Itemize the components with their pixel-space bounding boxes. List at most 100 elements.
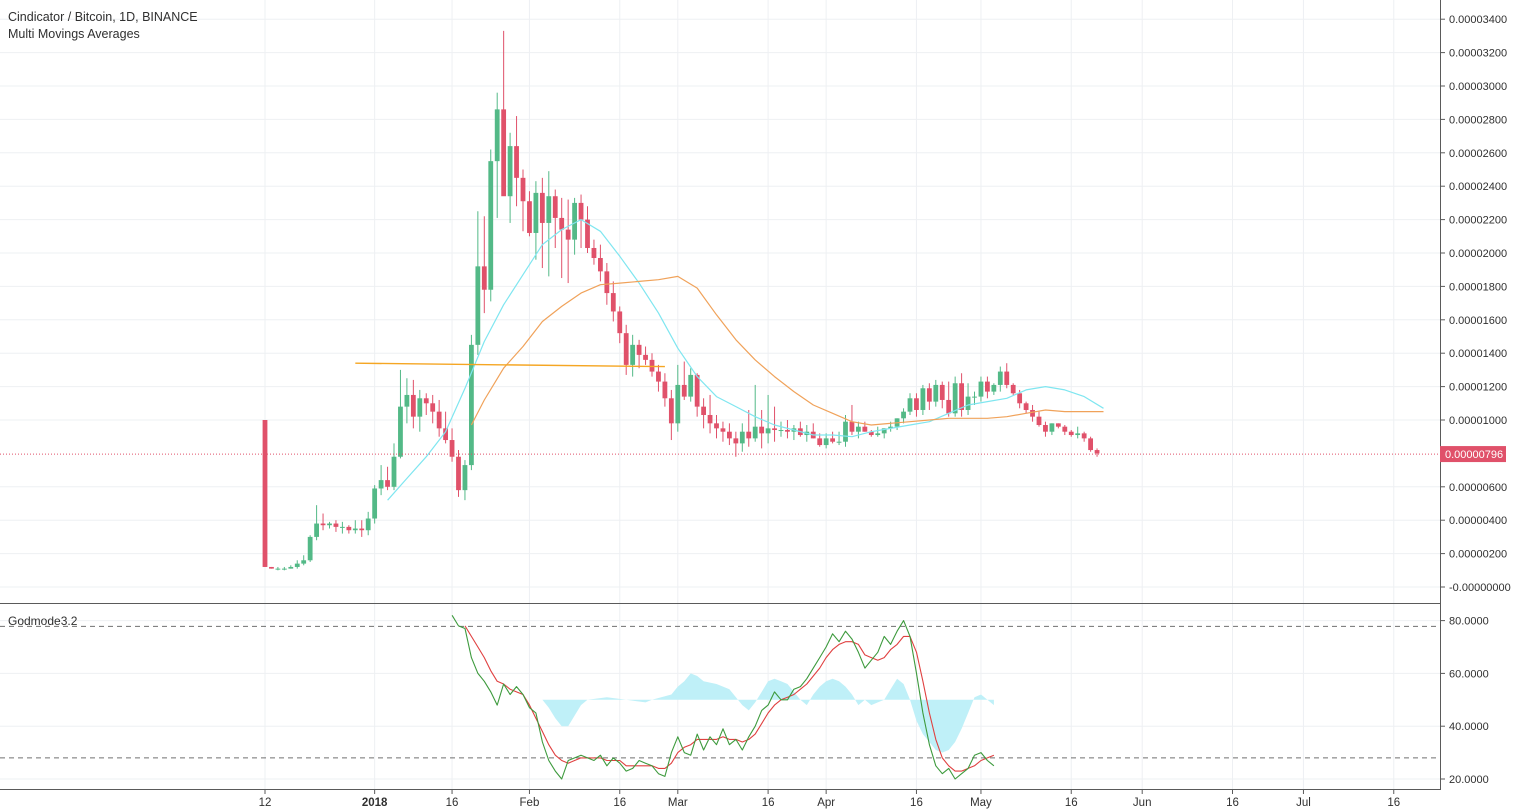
candle-body — [630, 344, 636, 365]
candle-body — [475, 266, 481, 345]
candle-body — [436, 411, 442, 429]
candle-body — [514, 146, 519, 178]
candle-body — [985, 381, 990, 392]
candle-body — [759, 426, 765, 434]
candle-body — [546, 196, 552, 223]
price-tick-label: 0.00003000 — [1449, 81, 1507, 93]
candle-body — [565, 229, 571, 240]
time-axis[interactable]: 12 2018 16 Feb 16 Mar 16 Apr 16 May 16 Jun 16 Jul 16 — [259, 789, 1401, 809]
time-tick-label: Mar — [668, 797, 688, 809]
time-tick-label: May — [970, 797, 992, 809]
price-tick-label: 0.00001600 — [1449, 315, 1507, 327]
price-tick-label: -0.00000000 — [1449, 582, 1511, 594]
candle-body — [1036, 416, 1042, 426]
oscillator-fast-line — [451, 615, 995, 780]
candle-body — [262, 420, 268, 567]
candle-body — [430, 403, 436, 412]
candle-body — [346, 526, 352, 531]
price-axis[interactable]: 0.00003400 0.00003200 0.00003000 0.00002800… — [1440, 14, 1511, 594]
price-tick-label: 0.00002200 — [1449, 215, 1507, 227]
candle-body — [856, 426, 861, 432]
oscillator-area — [523, 673, 994, 753]
oscillator-lines — [451, 615, 995, 780]
time-tick-label: 2018 — [362, 797, 388, 809]
candle-body — [391, 456, 397, 487]
candle-body — [675, 384, 681, 424]
candle-body — [578, 202, 584, 220]
candle-body — [591, 247, 597, 259]
candle-body — [314, 523, 319, 537]
candle-body — [520, 177, 526, 202]
candle-body — [623, 333, 629, 365]
candle-body — [469, 344, 474, 466]
candle-body — [443, 428, 448, 441]
candle-body — [907, 398, 913, 412]
candle-body — [978, 381, 984, 397]
candle-body — [946, 399, 952, 414]
candle-body — [598, 258, 603, 272]
candle-body — [920, 388, 926, 410]
candle-body — [294, 563, 300, 567]
candle-body — [552, 196, 558, 218]
candle-body — [991, 384, 997, 392]
price-tick-label: 0.00001400 — [1449, 348, 1507, 360]
candle-body — [481, 266, 487, 290]
candle-body — [778, 430, 784, 432]
candle-body — [1055, 423, 1061, 427]
candle-body — [914, 398, 919, 410]
candle-body — [1017, 393, 1023, 404]
candle-body — [404, 394, 410, 407]
candle-body — [327, 523, 332, 526]
candle-body — [714, 423, 719, 429]
candle-body — [727, 431, 732, 439]
candle-body — [817, 438, 823, 446]
moving-averages — [355, 219, 1104, 501]
last-price-badge — [1440, 446, 1506, 463]
candle-body — [1094, 450, 1100, 454]
candle-body — [849, 421, 855, 432]
oscillator-title: Godmode3.2 — [8, 614, 78, 628]
candle-body — [307, 536, 313, 561]
candle-body — [488, 161, 494, 290]
price-tick-label: 0.00002800 — [1449, 114, 1507, 126]
price-tick-label: 0.00002000 — [1449, 248, 1507, 260]
oscillator-levels — [0, 625, 1440, 759]
candle-body — [875, 433, 881, 436]
candle-body — [701, 406, 706, 415]
price-tick-label: 0.00003200 — [1449, 48, 1507, 60]
candle-body — [707, 414, 713, 424]
chart-symbol-title: Cindicator / Bitcoin, 1D, BINANCE — [8, 10, 198, 24]
candle-body — [656, 371, 661, 382]
resistance-line — [355, 362, 665, 368]
candle-body — [772, 428, 777, 431]
time-tick-label: 16 — [910, 797, 923, 809]
price-tick-label: 0.00003400 — [1449, 14, 1507, 26]
candle-body — [643, 354, 648, 360]
grid — [0, 0, 1440, 789]
candle-body — [378, 480, 384, 489]
candle-body — [830, 438, 835, 442]
candle-body — [604, 271, 610, 294]
candle-body — [333, 523, 339, 527]
time-tick-label: 12 — [259, 797, 272, 809]
candle-body — [694, 374, 700, 407]
candle-body — [539, 192, 545, 223]
candle-body — [423, 398, 429, 404]
oscillator-slow-line — [464, 625, 995, 772]
oscillator-axis[interactable]: 80.0000 60.0000 40.0000 20.0000 — [1440, 616, 1489, 786]
candle-body — [1010, 384, 1016, 394]
candle-body — [926, 388, 932, 402]
candle-body — [662, 381, 668, 399]
candle-body — [1030, 409, 1035, 417]
candle-body — [901, 411, 906, 419]
candle-body — [681, 384, 687, 397]
candle-body — [494, 109, 500, 162]
time-tick-label: 16 — [1065, 797, 1078, 809]
oscillator-tick-label: 40.0000 — [1449, 721, 1489, 733]
candle-body — [1049, 423, 1055, 432]
candle-body — [965, 396, 971, 410]
candle-body — [836, 441, 842, 443]
time-tick-label: Jun — [1133, 797, 1152, 809]
candle-body — [533, 192, 539, 233]
